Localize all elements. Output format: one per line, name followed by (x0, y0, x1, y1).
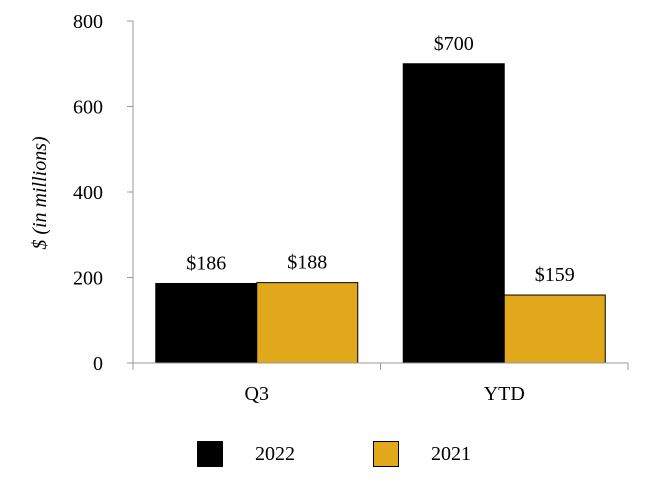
y-tick-label: 0 (93, 353, 103, 375)
y-tick-label: 600 (73, 97, 103, 119)
x-tick-label: Q3 (245, 383, 269, 405)
x-tick-label: YTD (484, 383, 525, 405)
data-labels: $186 $188 $700 $159 (186, 33, 575, 286)
legend-swatch-2022 (197, 441, 223, 467)
data-label-2022-YTD: $700 (434, 33, 474, 55)
x-axis: Q3 YTD (132, 362, 629, 405)
bar-2021-Q3 (256, 282, 359, 364)
legend-label-2022: 2022 (255, 442, 295, 465)
bar-2022-YTD (402, 63, 505, 364)
bar-chart: 0 200 400 600 800 $186 $188 $700 $159 Q3 YTD $ (… (29, 11, 629, 405)
bars (155, 63, 606, 364)
legend-item-2022: 2022 (197, 441, 295, 467)
bar-2022-Q3 (155, 282, 258, 364)
y-tick-label: 200 (73, 268, 103, 290)
data-label-2022-Q3: $186 (186, 252, 226, 274)
legend-item-2021: 2021 (373, 441, 471, 467)
bar-2021-YTD (503, 294, 606, 364)
legend-swatch-2021 (373, 441, 399, 467)
y-axis-label: $ (in millions) (29, 136, 51, 250)
y-axis: 0 200 400 600 800 (73, 11, 134, 375)
data-label-2021-Q3: $188 (287, 252, 327, 274)
legend: 2022 2021 (0, 441, 650, 477)
y-tick-label: 400 (73, 182, 103, 204)
y-tick-label: 800 (73, 11, 103, 33)
legend-label-2021: 2021 (431, 442, 471, 465)
data-label-2021-YTD: $159 (535, 264, 575, 286)
